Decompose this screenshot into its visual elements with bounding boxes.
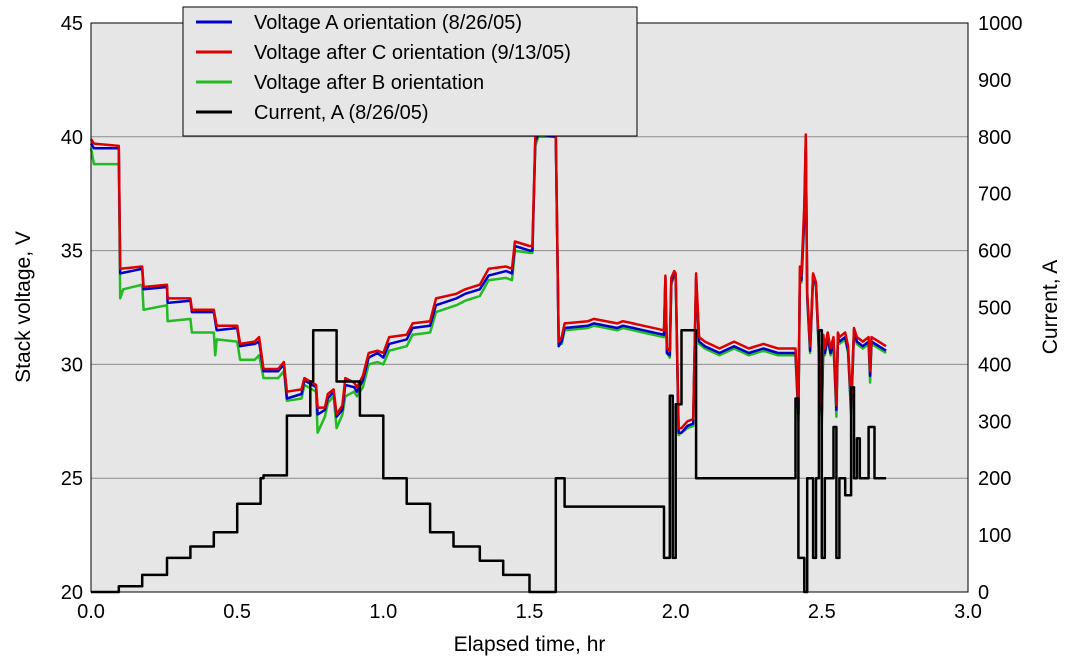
x-tick-label: 0.5: [223, 601, 251, 623]
y2-axis-label: Current, A: [1039, 260, 1062, 355]
y-tick-label: 25: [61, 468, 83, 490]
y-tick-label: 40: [61, 127, 83, 149]
legend-entry: Voltage after C orientation (9/13/05): [254, 42, 571, 64]
x-tick-label: 0.0: [77, 601, 105, 623]
y-tick-label: 45: [61, 13, 83, 35]
x-tick-label: 3.0: [954, 601, 982, 623]
series-layer: [89, 130, 887, 594]
y-tick-label: 30: [61, 354, 83, 376]
y2-tick-label: 600: [978, 241, 1011, 263]
legend-entry: Voltage A orientation (8/26/05): [254, 12, 522, 34]
y-axis-label: Stack voltage, V: [12, 231, 35, 383]
y2-tick-labels: 0 100 200 300 400 500 600 700 800 900 1000: [978, 13, 1023, 604]
x-tick-labels: 0.0 0.5 1.0 1.5 2.0 2.5 3.0: [77, 601, 982, 623]
x-axis-label: Elapsed time, hr: [454, 633, 606, 656]
legend-box: [182, 6, 638, 137]
y2-tick-label: 300: [978, 411, 1011, 433]
x-tick-label: 2.5: [808, 601, 836, 623]
y-tick-label: 20: [61, 582, 83, 604]
y2-tick-label: 0: [978, 582, 989, 604]
y2-tick-label: 900: [978, 70, 1011, 92]
x-tick-label: 2.0: [662, 601, 690, 623]
y2-tick-label: 700: [978, 184, 1011, 206]
x-tick-label: 1.0: [369, 601, 397, 623]
y2-tick-label: 200: [978, 468, 1011, 490]
legend: Voltage A orientation (8/26/05) Voltage a…: [182, 6, 638, 137]
y2-tick-label: 100: [978, 525, 1011, 547]
y2-tick-label: 400: [978, 354, 1011, 376]
x-tick-label: 1.5: [516, 601, 544, 623]
y-tick-label: 35: [61, 241, 83, 263]
series-line-3: [91, 329, 887, 594]
y2-tick-label: 800: [978, 127, 1011, 149]
legend-entry: Voltage after B orientation: [254, 72, 484, 94]
y2-tick-label: 1000: [978, 13, 1023, 35]
y2-tick-label: 500: [978, 298, 1011, 320]
y-tick-labels: 20 25 30 35 40 45: [61, 13, 83, 604]
legend-entry: Current, A (8/26/05): [254, 102, 429, 124]
